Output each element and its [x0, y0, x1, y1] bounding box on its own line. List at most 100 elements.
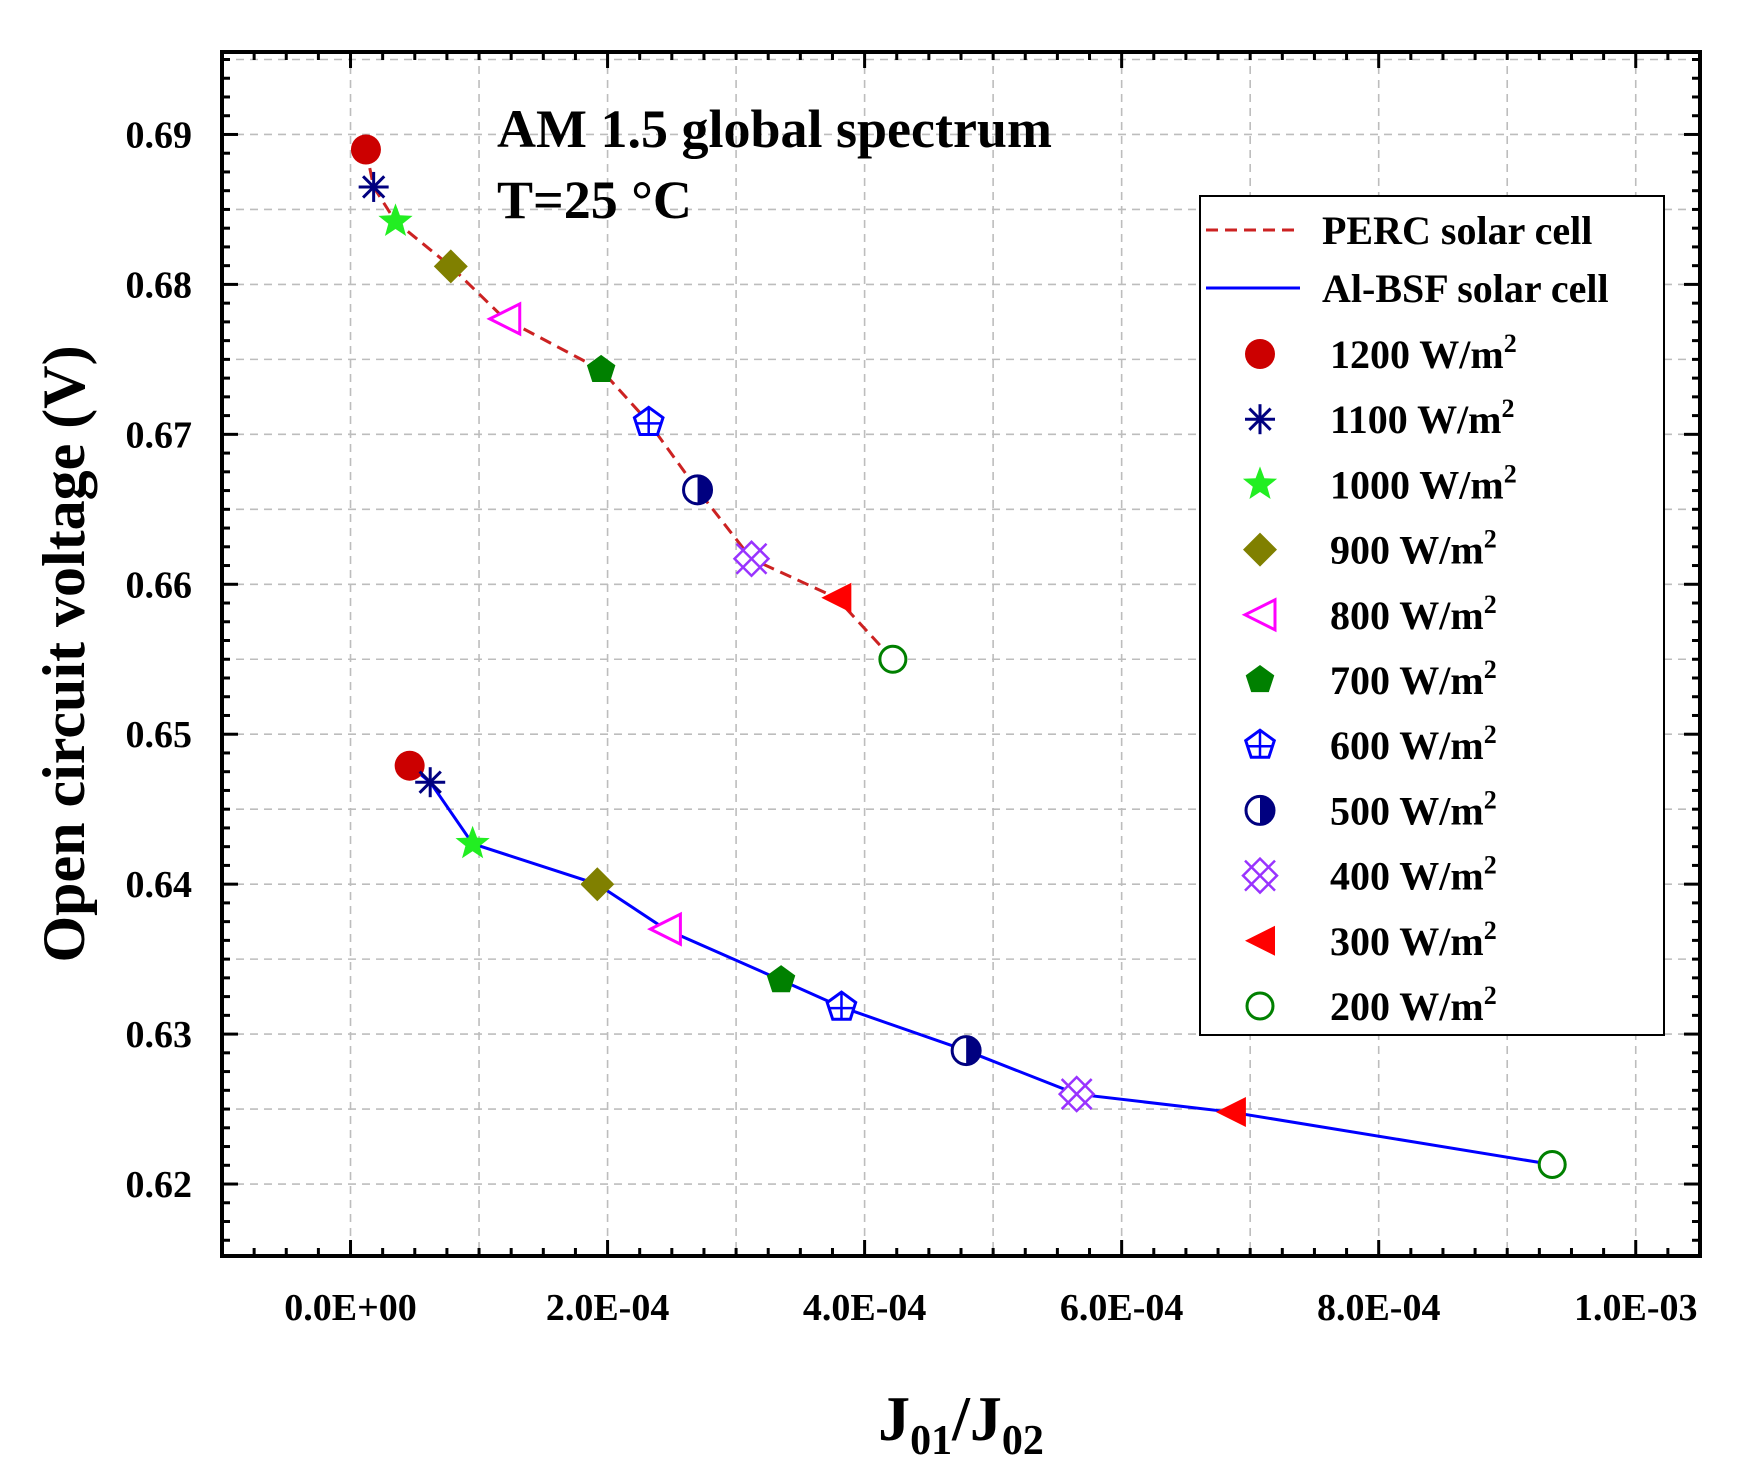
albsf-point-half-circle [950, 1035, 982, 1067]
legend-marker-circle [1245, 339, 1275, 369]
pentagon-mark [766, 965, 796, 993]
triangle-mark [1245, 925, 1275, 956]
data-markers [350, 134, 1567, 1180]
annotation-temperature: T=25 °C [497, 170, 692, 230]
legend: PERC solar cell Al-BSF solar cell 1200 W… [1199, 195, 1665, 1036]
triangle-mark [1215, 1097, 1246, 1128]
half-circle-fill [966, 1036, 981, 1065]
y-tick-label: 0.67 [126, 414, 193, 456]
albsf-point-x-square-open [1057, 1075, 1096, 1113]
diamond-mark [1243, 532, 1277, 567]
y-tick-label: 0.68 [126, 264, 193, 306]
triangle-open-mark [1241, 597, 1277, 633]
triangle-mark [821, 582, 852, 613]
legend-label-text: 1200 W/m [1330, 332, 1504, 377]
y-tick-label: 0.63 [126, 1014, 193, 1056]
legend-label-superscript: 2 [1484, 916, 1497, 945]
legend-label-irradiance: 1200 W/m2 [1330, 329, 1517, 377]
legend-label-irradiance: 200 W/m2 [1330, 981, 1497, 1029]
legend-label-irradiance: 700 W/m2 [1330, 655, 1497, 703]
x-axis-title: J01/J02 [878, 1383, 1044, 1464]
legend-label-superscript: 2 [1484, 590, 1497, 619]
x-stroke-b [1060, 1078, 1093, 1110]
legend-label-superscript: 2 [1504, 459, 1517, 488]
tick-labels: 0.0E+00 2.0E-04 4.0E-04 6.0E-04 8.0E-04 1.0E-… [126, 114, 1698, 1329]
perc-point-triangle-left-open [486, 301, 522, 337]
legend-label-text: 1100 W/m [1330, 397, 1502, 442]
albsf-point-pentagon-cross-open [825, 990, 858, 1021]
x-axis-title-slash: /J [951, 1383, 1002, 1454]
y-axis-title: Open circuit voltage (V) [31, 345, 97, 962]
diamond-mark [580, 867, 615, 902]
y-tick-label: 0.62 [126, 1164, 193, 1206]
legend-marker-half-circle [1244, 794, 1276, 826]
legend-label-text: 800 W/m [1330, 593, 1484, 638]
legend-label-text: 700 W/m [1330, 658, 1484, 703]
albsf-point-asterisk [415, 767, 446, 798]
albsf-point-star [455, 825, 490, 859]
legend-label-perc: PERC solar cell [1322, 208, 1592, 253]
legend-label-superscript: 2 [1484, 851, 1497, 880]
legend-label-irradiance: 600 W/m2 [1330, 720, 1497, 768]
circle-open-mark [878, 644, 908, 674]
x-tick-label: 2.0E-04 [546, 1287, 670, 1329]
legend-marker-asterisk [1245, 404, 1275, 435]
asterisk-stroke [1248, 407, 1272, 431]
albsf-point-circle [394, 750, 425, 781]
legend-marker-triangle-left-open [1241, 597, 1277, 633]
axis-ticks [220, 52, 1700, 1256]
perc-point-circle [350, 134, 381, 165]
legend-label-irradiance: 1100 W/m2 [1330, 394, 1515, 442]
star-mark [378, 203, 413, 236]
legend-label-irradiance: 500 W/m2 [1330, 785, 1497, 833]
y-tick-label: 0.66 [126, 564, 193, 606]
y-tick-label: 0.65 [126, 714, 193, 756]
legend-marker-x-square-open [1241, 856, 1279, 895]
legend-label-superscript: 2 [1484, 785, 1497, 814]
asterisk-stroke [361, 175, 386, 199]
x-axis-title-j: J [878, 1383, 910, 1454]
half-circle-fill [1260, 796, 1275, 825]
legend-label-superscript: 2 [1504, 329, 1517, 358]
albsf-point-triangle-left-open [647, 911, 682, 947]
legend-label-irradiance: 800 W/m2 [1330, 590, 1497, 638]
perc-point-diamond [433, 249, 468, 284]
perc-point-asterisk [358, 171, 389, 202]
asterisk-stroke [418, 770, 442, 794]
legend-label-superscript: 2 [1484, 655, 1497, 684]
albsf-point-circle-open [1537, 1150, 1567, 1180]
circle-mark [350, 134, 381, 165]
legend-label-text: 400 W/m [1330, 854, 1484, 899]
legend-box [1199, 195, 1665, 1036]
legend-marker-diamond [1243, 532, 1277, 567]
perc-point-circle-open [878, 644, 908, 674]
perc-point-star [378, 203, 413, 236]
x-tick-label: 0.0E+00 [284, 1287, 417, 1329]
pentagon-mark [586, 354, 616, 382]
perc-point-half-circle [682, 474, 714, 506]
legend-label-irradiance: 400 W/m2 [1330, 851, 1497, 899]
x-stroke-b [1244, 859, 1276, 892]
legend-label-text: 1000 W/m [1330, 462, 1504, 507]
legend-marker-circle-open [1245, 991, 1275, 1021]
x-axis-title-sub1: 01 [910, 1418, 952, 1464]
legend-label-text: 300 W/m [1330, 919, 1484, 964]
x-tick-label: 8.0E-04 [1317, 1287, 1441, 1329]
perc-point-pentagon-cross-open [632, 405, 665, 436]
legend-label-superscript: 2 [1502, 394, 1515, 423]
albsf-point-pentagon [766, 965, 796, 993]
circle-open-mark [1245, 991, 1275, 1021]
legend-label-albsf: Al-BSF solar cell [1322, 266, 1609, 311]
legend-label-text: 200 W/m [1330, 984, 1484, 1029]
x-stroke-b [735, 542, 768, 575]
x-tick-label: 4.0E-04 [803, 1287, 927, 1329]
legend-label-superscript: 2 [1484, 720, 1497, 749]
legend-label-superscript: 2 [1484, 981, 1497, 1010]
triangle-open-mark [486, 301, 522, 337]
legend-label-irradiance: 900 W/m2 [1330, 525, 1497, 573]
x-tick-label: 6.0E-04 [1060, 1287, 1184, 1329]
perc-point-triangle-left [821, 582, 852, 613]
x-tick-label: 1.0E-03 [1574, 1287, 1698, 1329]
pentagon-mark [1245, 665, 1275, 693]
